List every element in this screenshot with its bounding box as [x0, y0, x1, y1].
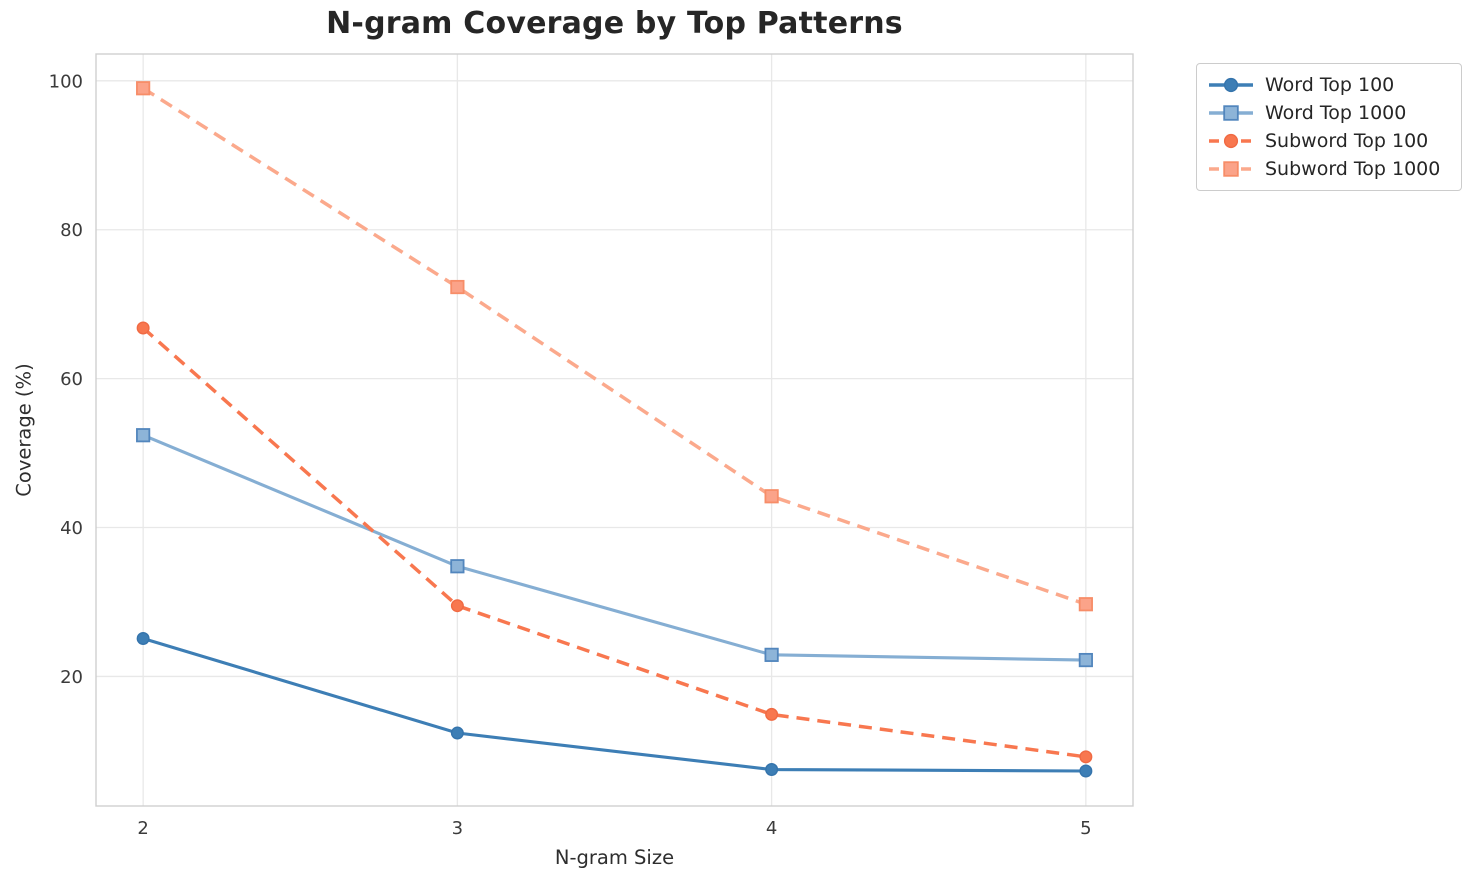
data-point-word-top-100 — [450, 726, 464, 740]
data-point-word-top-100 — [1079, 764, 1093, 778]
legend-marker-sample — [1223, 133, 1239, 149]
legend-circle-marker-icon — [1209, 133, 1253, 149]
data-point-word-top-1000 — [450, 559, 465, 574]
x-tick-label: 5 — [1080, 818, 1091, 839]
legend-label: Word Top 1000 — [1265, 102, 1407, 124]
legend-marker-sample — [1223, 105, 1239, 121]
plot-background — [96, 54, 1133, 806]
data-point-subword-top-100 — [136, 321, 150, 335]
legend-square-marker-icon — [1209, 161, 1253, 177]
data-point-subword-top-1000 — [1078, 597, 1093, 612]
series-line-subword-top-100 — [141, 326, 1087, 759]
legend-item-word-top-100: Word Top 100 — [1207, 71, 1451, 99]
data-point-word-top-1000 — [1078, 652, 1093, 668]
data-point-subword-top-100 — [450, 599, 464, 613]
data-point-word-top-100 — [765, 763, 779, 777]
x-tick-label: 4 — [766, 818, 777, 839]
legend-item-word-top-1000: Word Top 1000 — [1207, 99, 1451, 127]
legend-label: Word Top 100 — [1265, 74, 1395, 96]
data-point-word-top-1000 — [136, 428, 151, 443]
data-point-subword-top-1000 — [450, 279, 465, 295]
series-line-word-top-1000 — [141, 433, 1088, 662]
data-point-subword-top-1000 — [136, 81, 151, 96]
y-tick-label: 20 — [60, 667, 83, 688]
data-point-subword-top-100 — [1079, 750, 1093, 764]
data-point-subword-top-1000 — [764, 489, 779, 504]
y-axis-label: Coverage (%) — [12, 363, 36, 497]
data-point-word-top-100 — [136, 631, 150, 645]
data-point-subword-top-100 — [765, 707, 779, 721]
legend-item-subword-top-1000: Subword Top 1000 — [1207, 155, 1451, 183]
y-tick-label: 100 — [49, 71, 83, 92]
legend-label: Subword Top 100 — [1265, 130, 1429, 152]
series-line-subword-top-1000 — [142, 86, 1087, 606]
y-tick-label: 60 — [60, 369, 83, 390]
series-line-word-top-100 — [141, 636, 1088, 773]
chart-title: N-gram Coverage by Top Patterns — [326, 6, 903, 41]
legend-label: Subword Top 1000 — [1265, 158, 1441, 180]
x-tick-label: 2 — [137, 818, 148, 839]
legend-square-marker-icon — [1209, 105, 1253, 121]
legend: Word Top 100 Word Top 1000 Subword Top 100… — [1196, 63, 1462, 191]
legend-circle-marker-icon — [1209, 77, 1253, 93]
axes-border — [95, 53, 1134, 807]
legend-item-subword-top-100: Subword Top 100 — [1207, 127, 1451, 155]
x-tick-label: 3 — [452, 818, 463, 839]
y-tick-label: 80 — [60, 220, 83, 241]
y-tick-label: 40 — [60, 518, 83, 539]
data-point-word-top-1000 — [764, 647, 779, 662]
x-axis-label: N-gram Size — [554, 846, 675, 869]
legend-marker-sample — [1223, 161, 1239, 177]
legend-marker-sample — [1223, 77, 1239, 93]
